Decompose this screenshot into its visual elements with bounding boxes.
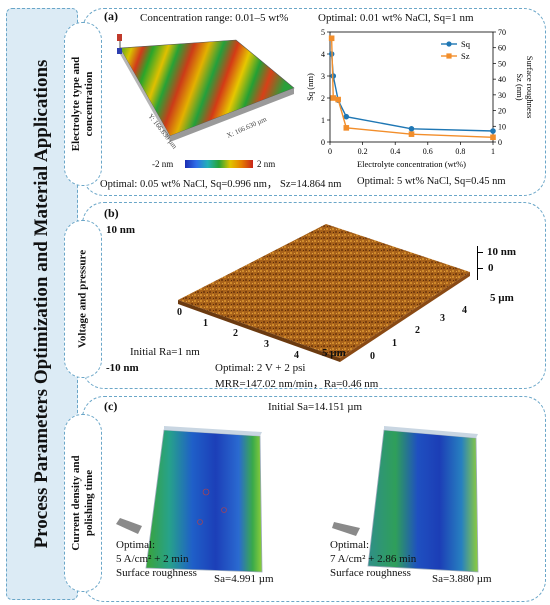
panel-b-afm-3d <box>178 224 470 362</box>
panel-c-side-label-box: Current density and polishing time <box>64 414 102 592</box>
panel-b-right-tick: 4 <box>462 305 467 316</box>
chart-x-tick-label: 0.2 <box>358 147 368 156</box>
panel-b-left-tick: 2 <box>233 328 238 339</box>
chart-yright-tick-label: 0 <box>498 138 502 147</box>
panel-c-right-scan <box>332 426 479 573</box>
chart-x-tick-label: 1 <box>491 147 495 156</box>
chart-yleft-tick-label: 5 <box>321 28 325 37</box>
chart-point-Sq <box>490 128 496 134</box>
chart-series-line-Sq <box>330 53 494 132</box>
chart-point-Sz <box>335 96 341 103</box>
panel-b-z-bottom-left: -10 nm <box>106 362 139 374</box>
panel-b-side-label: Voltage and pressure <box>76 249 89 349</box>
panel-b-z-tick-mid <box>477 268 483 269</box>
chart-legend-label-Sz: Sz <box>461 51 470 61</box>
chart-yright-tick-label: 20 <box>498 107 506 116</box>
panel-a-side-label: Electrolyte type and concentration <box>70 56 95 152</box>
chart-yleft-tick-label: 1 <box>321 116 325 125</box>
panel-b-optimal-line1: Optimal: 2 V + 2 psi <box>215 362 306 374</box>
chart-yright-tick-label: 10 <box>498 122 506 131</box>
panel-c-left-params: 5 A/cm² + 2 min <box>116 553 189 565</box>
panel-b-right-tick: 1 <box>392 338 397 349</box>
chart-series-line-Sz <box>330 38 494 138</box>
panel-b-z-axis-right <box>477 246 478 280</box>
panel-b-x-unit: 5 µm <box>322 347 346 359</box>
chart-legend-marker-Sq <box>446 41 452 47</box>
chart-yleft-tick-label: 3 <box>321 72 325 81</box>
panel-c-left-rough: Surface roughness <box>116 567 197 579</box>
chart-yright-tick-label: 40 <box>498 75 506 84</box>
panel-b-optimal-line2: MRR=147.02 nm/min，Ra=0.46 nm <box>215 378 379 390</box>
panel-a-surface-3d: Y: 166.630 µm X: 166.630 µm <box>117 34 295 151</box>
chart-point-Sq <box>408 126 415 132</box>
panel-a-colorbar-min: -2 nm <box>152 159 174 169</box>
panel-a-colorbar-max: 2 nm <box>257 159 276 169</box>
chart-yleft-tick-label: 0 <box>321 138 325 147</box>
panel-c-side-label: Current density and polishing time <box>70 455 96 550</box>
panel-b-z-top-left: 10 nm <box>106 224 136 236</box>
chart-x-tick-label: 0.6 <box>423 147 433 156</box>
panel-b-z-tick-top <box>477 252 483 253</box>
panel-a-label: (a) <box>104 9 118 23</box>
chart-point-Sz <box>408 131 415 137</box>
chart-point-Sz <box>490 134 496 141</box>
panel-a-axis-x: X: 166.630 µm <box>226 115 269 140</box>
panel-b-side-label-box: Voltage and pressure <box>64 220 102 378</box>
panel-c-right-sa: Sa=3.880 µm <box>432 573 492 585</box>
panel-a-bottom-right: Optimal: 5 wt% NaCl, Sq=0.45 nm <box>357 176 506 187</box>
chart-x-tick-label: 0.4 <box>390 147 400 156</box>
panel-b-right-tick: 0 <box>370 351 375 362</box>
chart-yright-tick-label: 50 <box>498 59 506 68</box>
panel-c-left-sa: Sa=4.991 µm <box>214 573 274 585</box>
chart-point-Sz <box>328 35 335 42</box>
chart-point-Sz <box>343 125 350 131</box>
chart-x-tick-label: 0 <box>328 147 332 156</box>
chart-yright-tick-label: 30 <box>498 91 506 100</box>
panel-a-bottom-left: Optimal: 0.05 wt% NaCl, Sq=0.996 nm， Sz=… <box>100 179 342 190</box>
panel-a-optimal-top: Optimal: 0.01 wt% NaCl, Sq=1 nm <box>318 12 474 24</box>
panel-a-chart: 0 0.2 0.4 0.6 0.8 1012345010203040506070Elect… <box>305 28 535 169</box>
panel-a-colorbar <box>185 160 253 168</box>
panel-b-z-top-right: 10 nm <box>487 246 517 258</box>
panel-b-right-tick: 2 <box>415 325 420 336</box>
panel-c-side-label-line1: Current density and <box>70 455 82 551</box>
chart-yleft-label: Sq (nm) <box>305 73 315 101</box>
panel-b-z-zero-right: 0 <box>488 262 494 274</box>
chart-yright-tick-label: 70 <box>498 28 506 37</box>
panel-c-left-scan <box>116 426 263 573</box>
chart-yright-label: Sz (nm) <box>515 73 525 100</box>
panel-b-y-unit: 5 µm <box>490 292 514 304</box>
chart-yleft-tick-label: 4 <box>321 50 325 59</box>
chart-point-Sz <box>330 95 337 101</box>
panel-b-initial: Initial Ra=1 nm <box>130 346 200 358</box>
chart-yright-label-2: Surface roughness <box>525 56 535 119</box>
panel-b-left-tick: 1 <box>203 318 208 329</box>
panel-c-right-rough: Surface roughness <box>330 567 411 579</box>
panel-c-right-optimal: Optimal: <box>330 539 370 551</box>
panel-c-side-label-line2: polishing time <box>83 469 95 537</box>
panel-b-left-tick: 4 <box>294 350 299 361</box>
side-title: Process Parameters Optimization and Mate… <box>31 59 52 549</box>
chart-x-tick-label: 0.8 <box>455 147 465 156</box>
chart-yleft-tick-label: 2 <box>321 94 325 103</box>
panel-a-conc-range: Concentration range: 0.01–5 wt% <box>140 12 289 24</box>
panel-b-left-tick: 0 <box>177 307 182 318</box>
panel-b-left-tick: 3 <box>264 339 269 350</box>
chart-x-label: Electrolyte concentration (wt%) <box>357 159 466 169</box>
chart-legend-marker-Sz <box>446 53 452 59</box>
panel-a-side-label-box: Electrolyte type and concentration <box>64 22 102 186</box>
chart-plot-frame <box>329 31 494 143</box>
panel-c-initial: Initial Sa=14.151 µm <box>268 401 363 413</box>
chart-yright-tick-label: 60 <box>498 44 506 53</box>
panel-b-right-tick: 3 <box>440 313 445 324</box>
panel-b-label: (b) <box>104 206 119 220</box>
panel-c-left-optimal: Optimal: <box>116 539 156 551</box>
panel-c-label: (c) <box>104 399 118 413</box>
chart-legend-label-Sq: Sq <box>461 39 471 49</box>
panel-c-right-params: 7 A/cm² + 2.86 min <box>330 553 417 565</box>
chart-point-Sq <box>343 113 350 120</box>
